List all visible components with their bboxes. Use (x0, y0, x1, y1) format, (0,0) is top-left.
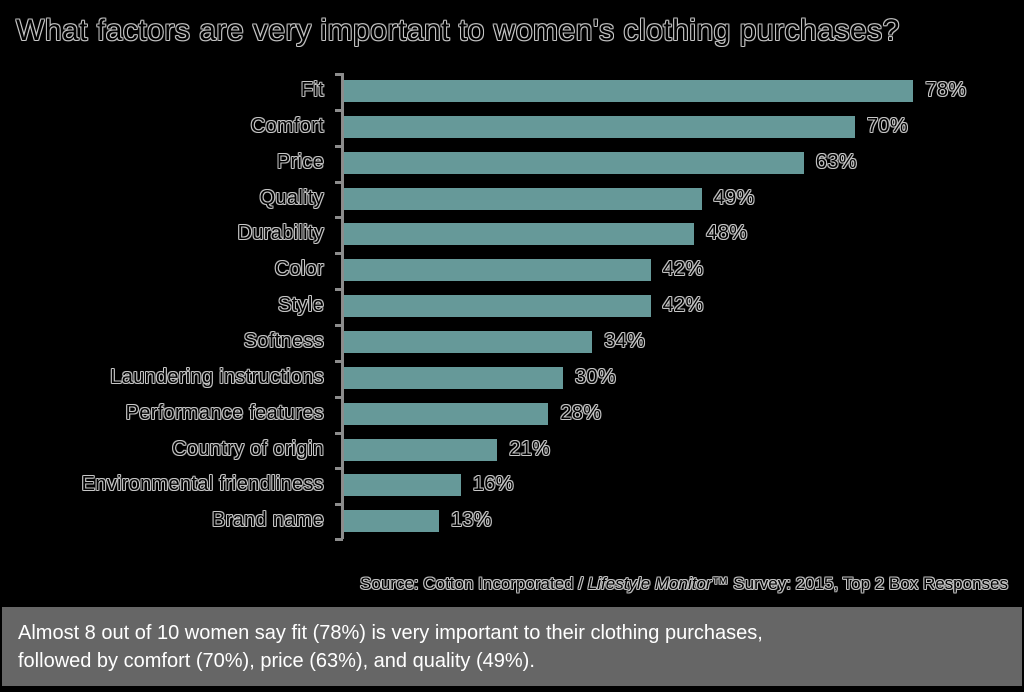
source-note: Source: Cotton Incorporated / Lifestyle … (360, 574, 1008, 593)
summary-box: Almost 8 out of 10 women say fit (78%) i… (2, 607, 1022, 686)
y-axis-tick (335, 431, 343, 435)
summary-text: Almost 8 out of 10 women say fit (78%) i… (18, 622, 763, 672)
value-label: 34% (604, 329, 646, 352)
value-label: 42% (662, 294, 704, 317)
category-label: Brand name (212, 509, 324, 532)
bar-row: Country of origin 21% (0, 432, 1024, 468)
y-axis-tick (335, 323, 343, 327)
bar-row: Color 42% (0, 252, 1024, 288)
category-label: Price (276, 150, 324, 173)
bar-row: Comfort 70% (0, 109, 1024, 145)
category-label: Environmental friendliness (81, 473, 324, 496)
value-label: 48% (706, 222, 748, 245)
bar-row: Softness 34% (0, 324, 1024, 360)
bar (344, 115, 855, 138)
bar (344, 187, 702, 210)
y-axis-tick (335, 144, 343, 148)
category-label: Comfort (250, 114, 324, 137)
value-label: 70% (867, 114, 908, 137)
bar (344, 402, 549, 425)
value-label: 63% (815, 150, 857, 173)
bar (344, 223, 695, 246)
bar (344, 80, 914, 102)
y-axis-tick (335, 108, 343, 112)
bar (344, 366, 563, 389)
y-axis-tick (335, 252, 343, 256)
category-label: Quality (259, 186, 324, 209)
y-axis-tick (335, 503, 343, 507)
category-label: Softness (243, 329, 324, 352)
value-label: 49% (713, 186, 755, 209)
y-axis-tick (335, 73, 343, 76)
bar (344, 474, 461, 497)
bar-row: Quality 49% (0, 181, 1024, 217)
bar (344, 151, 804, 174)
bar (344, 295, 651, 318)
value-label: 42% (662, 258, 704, 281)
value-label: 21% (509, 437, 551, 460)
bar-row: Fit 78% (0, 73, 1024, 109)
category-label: Country of origin (172, 437, 324, 460)
bar-row: Brand name 13% (0, 503, 1024, 539)
source-italic: Lifestyle Monitor (587, 574, 712, 593)
category-label: Laundering instructions (110, 365, 324, 388)
bar (344, 438, 498, 461)
y-axis-line (341, 73, 344, 539)
value-label: 78% (925, 79, 967, 101)
category-label: Fit (300, 79, 324, 101)
bar (344, 510, 439, 533)
category-label: Performance features (125, 401, 324, 424)
y-axis-tick (335, 359, 343, 363)
value-label: 16% (472, 473, 514, 496)
y-axis-tick (335, 180, 343, 184)
bar-row: Environmental friendliness 16% (0, 467, 1024, 503)
value-label: 30% (575, 365, 616, 388)
value-label: 13% (450, 509, 492, 532)
chart-title: What factors are very important to women… (16, 14, 900, 47)
bar-row: Performance features 28% (0, 396, 1024, 432)
category-label: Durability (237, 222, 324, 245)
bar (344, 330, 593, 353)
bar-row: Durability 48% (0, 216, 1024, 252)
bar-row: Price 63% (0, 145, 1024, 181)
category-label: Style (278, 294, 324, 317)
value-label: 28% (560, 401, 602, 424)
y-axis-tick (335, 467, 343, 471)
category-label: Color (274, 258, 324, 281)
bar-row: Laundering instructions 30% (0, 360, 1024, 396)
y-axis-tick (335, 288, 343, 292)
y-axis-tick (335, 538, 343, 542)
bar-row: Style 42% (0, 288, 1024, 324)
bar (344, 259, 651, 282)
y-axis-tick (335, 395, 343, 399)
y-axis-tick (335, 216, 343, 220)
